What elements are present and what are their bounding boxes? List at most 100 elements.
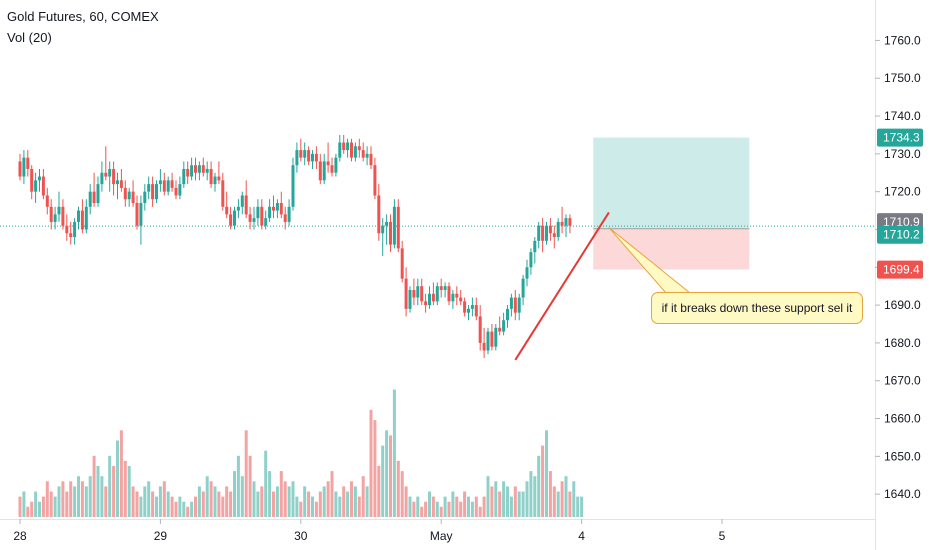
candle[interactable] bbox=[108, 161, 112, 192]
candle[interactable] bbox=[65, 214, 69, 241]
candle[interactable] bbox=[303, 142, 307, 166]
candle[interactable] bbox=[521, 274, 525, 306]
candle[interactable] bbox=[45, 187, 49, 215]
candle[interactable] bbox=[408, 286, 412, 313]
candle[interactable] bbox=[248, 206, 252, 230]
candle[interactable] bbox=[439, 278, 443, 298]
candle[interactable] bbox=[326, 142, 330, 173]
candle[interactable] bbox=[291, 157, 295, 211]
candle[interactable] bbox=[490, 324, 494, 351]
candle[interactable] bbox=[209, 161, 213, 188]
candle[interactable] bbox=[233, 206, 236, 230]
candle[interactable] bbox=[100, 161, 104, 192]
candle[interactable] bbox=[420, 278, 424, 306]
candle[interactable] bbox=[264, 210, 268, 230]
candle[interactable] bbox=[213, 172, 217, 192]
candle[interactable] bbox=[139, 195, 143, 245]
candle[interactable] bbox=[431, 282, 435, 306]
candle[interactable] bbox=[513, 289, 517, 321]
candle[interactable] bbox=[30, 165, 34, 200]
candle[interactable] bbox=[240, 191, 244, 215]
candle[interactable] bbox=[533, 237, 537, 264]
candle[interactable] bbox=[205, 161, 209, 181]
candle[interactable] bbox=[478, 305, 482, 351]
candle[interactable] bbox=[506, 305, 509, 328]
candle[interactable] bbox=[361, 142, 365, 162]
candle[interactable] bbox=[18, 153, 22, 181]
candle[interactable] bbox=[517, 293, 521, 321]
candle[interactable] bbox=[80, 199, 84, 234]
candle[interactable] bbox=[182, 161, 186, 188]
candle[interactable] bbox=[49, 199, 53, 230]
candle[interactable] bbox=[57, 191, 61, 222]
candle[interactable] bbox=[385, 214, 389, 245]
candle[interactable] bbox=[26, 150, 30, 177]
candle[interactable] bbox=[229, 206, 233, 230]
candle[interactable] bbox=[346, 138, 350, 158]
candle[interactable] bbox=[556, 218, 560, 241]
candle[interactable] bbox=[545, 221, 548, 245]
candle[interactable] bbox=[338, 134, 342, 162]
target-zone[interactable] bbox=[593, 137, 750, 229]
candle[interactable] bbox=[392, 199, 396, 249]
candle[interactable] bbox=[194, 157, 197, 181]
candle[interactable] bbox=[287, 199, 291, 226]
support-trendline[interactable] bbox=[514, 211, 610, 361]
candle[interactable] bbox=[252, 206, 256, 230]
candle[interactable] bbox=[174, 180, 178, 200]
candle[interactable] bbox=[279, 191, 283, 219]
candle[interactable] bbox=[217, 161, 221, 185]
candle[interactable] bbox=[564, 214, 568, 238]
candle[interactable] bbox=[389, 214, 392, 253]
candle[interactable] bbox=[221, 172, 225, 211]
candle[interactable] bbox=[451, 289, 455, 309]
candle[interactable] bbox=[447, 282, 451, 306]
candle[interactable] bbox=[342, 134, 346, 154]
candle[interactable] bbox=[357, 138, 361, 158]
candle[interactable] bbox=[283, 206, 287, 230]
candle[interactable] bbox=[369, 146, 373, 169]
candle[interactable] bbox=[416, 278, 420, 306]
candle[interactable] bbox=[38, 168, 41, 192]
candle[interactable] bbox=[330, 157, 334, 177]
candle[interactable] bbox=[318, 153, 322, 185]
candle[interactable] bbox=[548, 218, 552, 241]
candle[interactable] bbox=[400, 240, 404, 283]
candle[interactable] bbox=[443, 282, 447, 298]
candle[interactable] bbox=[244, 180, 248, 219]
candle[interactable] bbox=[377, 184, 381, 241]
candle[interactable] bbox=[147, 176, 151, 200]
volume-indicator-label[interactable]: Vol (20) bbox=[7, 30, 52, 45]
candle[interactable] bbox=[84, 199, 88, 234]
candle[interactable] bbox=[455, 286, 459, 306]
candle[interactable] bbox=[365, 146, 369, 166]
candle[interactable] bbox=[225, 191, 229, 219]
candle[interactable] bbox=[541, 218, 545, 253]
candle[interactable] bbox=[69, 221, 73, 245]
candle[interactable] bbox=[73, 218, 77, 245]
candle[interactable] bbox=[424, 293, 428, 313]
candle[interactable] bbox=[236, 199, 240, 219]
candle[interactable] bbox=[322, 153, 326, 185]
candle[interactable] bbox=[112, 161, 116, 196]
candle[interactable] bbox=[459, 289, 463, 306]
candle[interactable] bbox=[373, 157, 377, 200]
candle[interactable] bbox=[123, 180, 127, 207]
candle[interactable] bbox=[104, 146, 108, 181]
candle[interactable] bbox=[307, 146, 311, 166]
candle[interactable] bbox=[116, 172, 119, 200]
candle[interactable] bbox=[166, 176, 170, 196]
candle[interactable] bbox=[61, 199, 65, 230]
candle[interactable] bbox=[502, 312, 506, 336]
candle[interactable] bbox=[272, 195, 275, 219]
candle[interactable] bbox=[151, 176, 155, 207]
candle[interactable] bbox=[256, 199, 260, 226]
candle[interactable] bbox=[197, 161, 201, 181]
candle[interactable] bbox=[381, 218, 385, 256]
candle[interactable] bbox=[525, 259, 529, 287]
candle[interactable] bbox=[486, 327, 490, 355]
candle[interactable] bbox=[268, 199, 272, 222]
candle[interactable] bbox=[162, 172, 166, 196]
candle[interactable] bbox=[201, 157, 205, 177]
